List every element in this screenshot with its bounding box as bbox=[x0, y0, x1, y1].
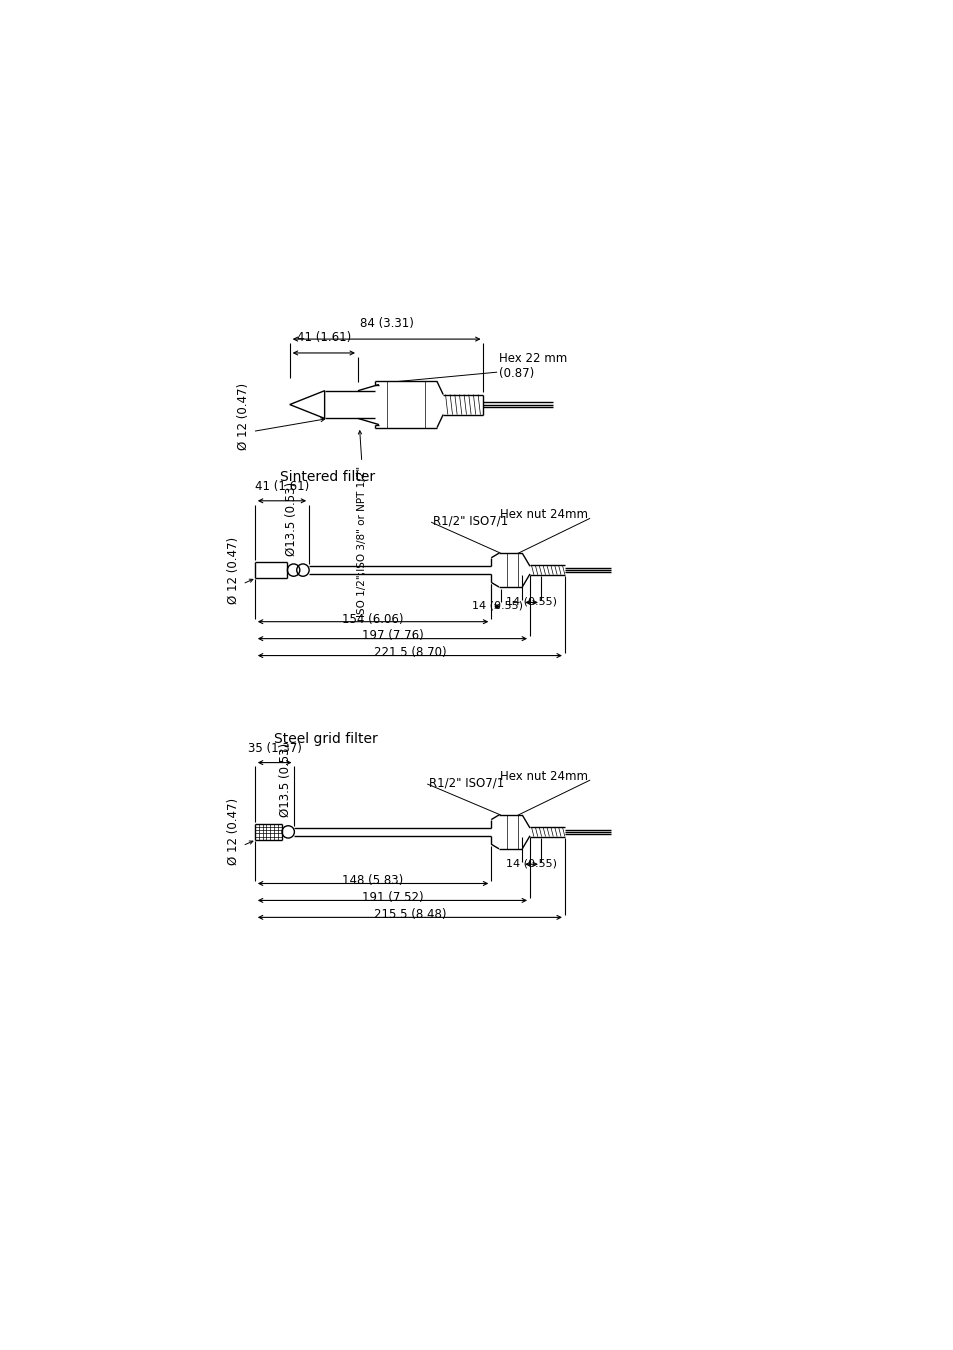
Text: 154 (6.06): 154 (6.06) bbox=[342, 613, 403, 625]
Text: 197 (7.76): 197 (7.76) bbox=[361, 629, 423, 643]
Text: Hex 22 mm
(0.87): Hex 22 mm (0.87) bbox=[498, 352, 567, 381]
Text: 14 (0.55): 14 (0.55) bbox=[471, 601, 522, 610]
Text: 191 (7.52): 191 (7.52) bbox=[361, 891, 423, 904]
Text: Ø 12 (0.47): Ø 12 (0.47) bbox=[227, 798, 239, 865]
Text: Ø13.5 (0.53): Ø13.5 (0.53) bbox=[279, 744, 292, 818]
Text: 35 (1.37): 35 (1.37) bbox=[248, 743, 301, 755]
Text: 41 (1.61): 41 (1.61) bbox=[254, 481, 309, 493]
Text: Ø 12 (0.47): Ø 12 (0.47) bbox=[236, 382, 250, 450]
Text: Sintered filter: Sintered filter bbox=[279, 470, 375, 485]
Text: Ø13.5 (0.53): Ø13.5 (0.53) bbox=[285, 482, 297, 556]
Text: 41 (1.61): 41 (1.61) bbox=[296, 331, 351, 344]
Text: Steel grid filter: Steel grid filter bbox=[274, 732, 377, 745]
Text: 215.5 (8.48): 215.5 (8.48) bbox=[374, 909, 446, 921]
Text: 148 (5.83): 148 (5.83) bbox=[342, 875, 403, 887]
Text: 84 (3.31): 84 (3.31) bbox=[359, 317, 414, 329]
Text: Hex nut 24mm: Hex nut 24mm bbox=[499, 508, 587, 521]
Text: ISO 1/2";ISO 3/8" or NPT 1/2": ISO 1/2";ISO 3/8" or NPT 1/2" bbox=[356, 466, 367, 617]
Text: R1/2" ISO7/1: R1/2" ISO7/1 bbox=[433, 514, 508, 528]
Text: Hex nut 24mm: Hex nut 24mm bbox=[499, 769, 587, 783]
Text: 14 (0.55): 14 (0.55) bbox=[505, 859, 557, 868]
Text: 14 (0.55): 14 (0.55) bbox=[505, 597, 557, 606]
Text: 221.5 (8.70): 221.5 (8.70) bbox=[374, 647, 446, 659]
Text: R1/2" ISO7/1: R1/2" ISO7/1 bbox=[429, 776, 504, 790]
Text: Ø 12 (0.47): Ø 12 (0.47) bbox=[227, 536, 239, 603]
